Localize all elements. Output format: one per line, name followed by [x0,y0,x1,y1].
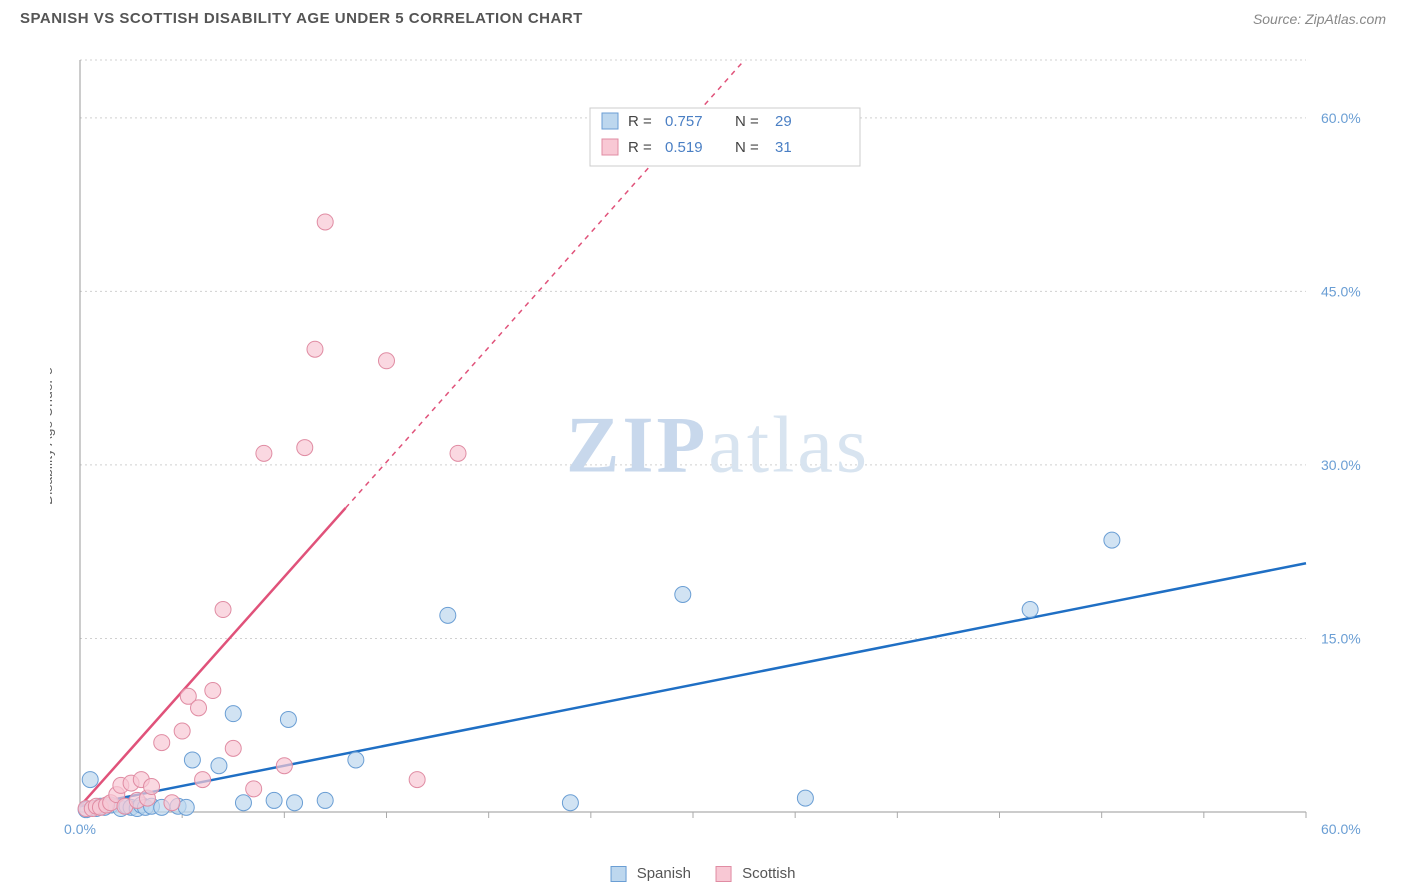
legend-label-spanish: Spanish [637,865,691,882]
scatter-chart: 15.0% 30.0% 45.0% 60.0% 0.0% 60.0% Disability … [50,50,1386,842]
svg-text:R =: R = [628,113,652,130]
svg-text:60.0%: 60.0% [1321,821,1361,837]
svg-text:0.0%: 0.0% [64,821,96,837]
chart-title: SPANISH VS SCOTTISH DISABILITY AGE UNDER… [20,10,583,27]
svg-text:60.0%: 60.0% [1321,110,1361,126]
chart-container: ZIPatlas 15.0%30.0%45.0%60.0%0.0%60.0%Di… [50,50,1386,842]
svg-text:15.0%: 15.0% [1321,630,1361,646]
legend-label-scottish: Scottish [742,865,795,882]
legend-swatch-scottish [716,866,732,882]
svg-text:N =: N = [735,113,759,130]
bottom-legend: Spanish Scottish [611,865,796,882]
source-label: Source: ZipAtlas.com [1253,11,1386,27]
svg-text:0.757: 0.757 [665,113,703,130]
svg-text:0.519: 0.519 [665,139,703,156]
svg-text:29: 29 [775,113,792,130]
svg-text:N =: N = [735,139,759,156]
svg-text:R =: R = [628,139,652,156]
svg-text:30.0%: 30.0% [1321,457,1361,473]
legend-swatch-spanish [611,866,627,882]
svg-text:45.0%: 45.0% [1321,283,1361,299]
legend-item-scottish: Scottish [716,865,796,882]
legend-item-spanish: Spanish [611,865,691,882]
svg-text:31: 31 [775,139,792,156]
svg-text:Disability Age Under 5: Disability Age Under 5 [50,367,55,505]
